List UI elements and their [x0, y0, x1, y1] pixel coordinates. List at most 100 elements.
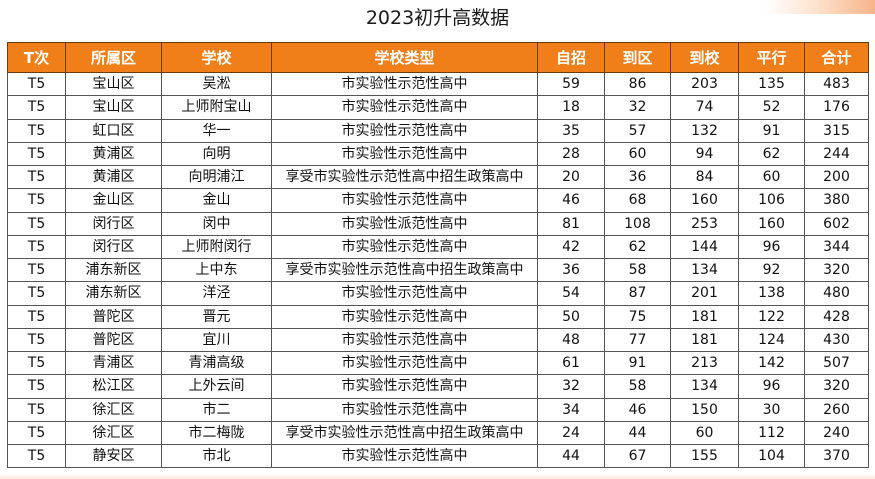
cell-school: 上外云间	[161, 374, 272, 399]
cell-school-quota: 74	[670, 95, 739, 120]
cell-tier: T5	[7, 420, 66, 446]
cell-tier: T5	[7, 234, 66, 260]
cell-total: 602	[804, 211, 869, 236]
cell-total: 176	[804, 95, 869, 120]
cell-district: 闵行区	[65, 234, 162, 260]
cell-school-type: 市实验性示范性高中	[271, 304, 538, 329]
cell-total: 244	[804, 141, 869, 167]
cell-district: 闵行区	[65, 211, 162, 236]
cell-tier: T5	[7, 327, 66, 353]
column-header-district: 所属区	[65, 42, 162, 73]
cell-school-type: 市实验性示范性高中	[271, 234, 538, 260]
cell-parallel: 92	[738, 257, 805, 283]
cell-school: 闵中	[161, 211, 272, 236]
cell-district-quota: 58	[604, 257, 671, 283]
cell-district: 浦东新区	[65, 257, 162, 283]
cell-school: 华一	[161, 118, 272, 143]
cell-school: 金山	[161, 188, 272, 213]
cell-parallel: 112	[738, 420, 805, 446]
cell-self-recruit: 36	[537, 257, 605, 283]
cell-parallel: 62	[738, 141, 805, 167]
cell-school-type: 市实验性示范性高中	[271, 95, 538, 120]
cell-self-recruit: 61	[537, 350, 605, 376]
cell-school-quota: 203	[670, 71, 739, 97]
cell-school: 上师附闵行	[161, 234, 272, 260]
cell-tier: T5	[7, 257, 66, 283]
cell-district: 宝山区	[65, 95, 162, 120]
cell-self-recruit: 28	[537, 141, 605, 167]
cell-total: 428	[804, 304, 869, 329]
cell-total: 380	[804, 188, 869, 213]
table-row: T5 青浦区 青浦高级 市实验性示范性高中 61 91 213 142 507	[7, 350, 869, 376]
cell-tier: T5	[7, 141, 66, 167]
cell-total: 315	[804, 118, 869, 143]
cell-parallel: 96	[738, 234, 805, 260]
cell-district-quota: 108	[604, 211, 671, 236]
cell-self-recruit: 81	[537, 211, 605, 236]
cell-school-quota: 160	[670, 188, 739, 213]
cell-self-recruit: 46	[537, 188, 605, 213]
table-row: T5 闵行区 上师附闵行 市实验性示范性高中 42 62 144 96 344	[7, 234, 869, 260]
cell-district: 徐汇区	[65, 397, 162, 422]
cell-self-recruit: 32	[537, 374, 605, 399]
bottom-decoration	[0, 474, 875, 479]
cell-district-quota: 44	[604, 420, 671, 446]
cell-district-quota: 86	[604, 71, 671, 97]
cell-school-quota: 134	[670, 374, 739, 399]
cell-district: 松江区	[65, 374, 162, 399]
cell-district: 普陀区	[65, 304, 162, 329]
column-header-total: 合计	[804, 42, 869, 73]
cell-school: 市二梅陇	[161, 420, 272, 446]
page-title: 2023初升高数据	[365, 7, 510, 29]
cell-parallel: 124	[738, 327, 805, 353]
cell-self-recruit: 42	[537, 234, 605, 260]
table-row: T5 宝山区 上师附宝山 市实验性示范性高中 18 32 74 52 176	[7, 95, 869, 120]
cell-school-quota: 155	[670, 443, 739, 469]
cell-parallel: 122	[738, 304, 805, 329]
cell-district: 黄浦区	[65, 141, 162, 167]
cell-self-recruit: 50	[537, 304, 605, 329]
cell-total: 240	[804, 420, 869, 446]
cell-self-recruit: 34	[537, 397, 605, 422]
cell-self-recruit: 48	[537, 327, 605, 353]
cell-parallel: 106	[738, 188, 805, 213]
cell-total: 430	[804, 327, 869, 353]
cell-school-quota: 181	[670, 327, 739, 353]
cell-tier: T5	[7, 397, 66, 422]
cell-tier: T5	[7, 374, 66, 399]
cell-school-quota: 144	[670, 234, 739, 260]
cell-district: 宝山区	[65, 71, 162, 97]
column-header-district-quota: 到区	[604, 42, 671, 73]
table-row: T5 黄浦区 向明 市实验性示范性高中 28 60 94 62 244	[7, 141, 869, 167]
cell-school-type: 市实验性示范性高中	[271, 374, 538, 399]
cell-school-quota: 94	[670, 141, 739, 167]
table-row: T5 徐汇区 市二 市实验性示范性高中 34 46 150 30 260	[7, 397, 869, 422]
table-row: T5 浦东新区 洋泾 市实验性示范性高中 54 87 201 138 480	[7, 281, 869, 306]
cell-self-recruit: 44	[537, 443, 605, 469]
cell-school: 市二	[161, 397, 272, 422]
cell-district: 静安区	[65, 443, 162, 469]
table-row: T5 浦东新区 上中东 享受市实验性示范性高中招生政策高中 36 58 134 92 320	[7, 257, 869, 283]
cell-school-type: 享受市实验性示范性高中招生政策高中	[271, 257, 538, 283]
cell-school: 市北	[161, 443, 272, 469]
cell-school-quota: 201	[670, 281, 739, 306]
cell-school: 晋元	[161, 304, 272, 329]
cell-district-quota: 87	[604, 281, 671, 306]
cell-school: 向明	[161, 141, 272, 167]
cell-parallel: 138	[738, 281, 805, 306]
cell-school-quota: 181	[670, 304, 739, 329]
cell-total: 507	[804, 350, 869, 376]
cell-district-quota: 32	[604, 95, 671, 120]
cell-school-type: 市实验性示范性高中	[271, 281, 538, 306]
cell-school: 青浦高级	[161, 350, 272, 376]
cell-self-recruit: 18	[537, 95, 605, 120]
cell-district-quota: 57	[604, 118, 671, 143]
cell-district: 普陀区	[65, 327, 162, 353]
cell-school-type: 市实验性示范性高中	[271, 118, 538, 143]
cell-tier: T5	[7, 350, 66, 376]
cell-school-quota: 134	[670, 257, 739, 283]
cell-district: 虹口区	[65, 118, 162, 143]
cell-district: 青浦区	[65, 350, 162, 376]
table-row: T5 松江区 上外云间 市实验性示范性高中 32 58 134 96 320	[7, 374, 869, 399]
cell-parallel: 52	[738, 95, 805, 120]
